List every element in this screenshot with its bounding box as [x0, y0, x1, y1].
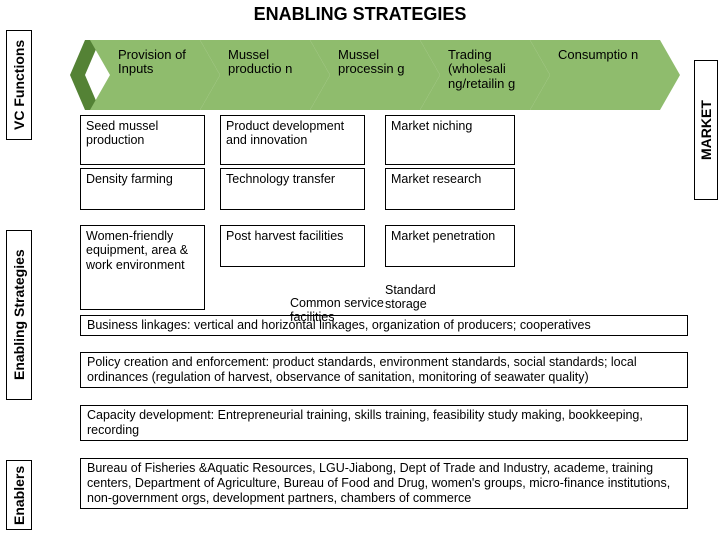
grid-cell: Seed mussel production [80, 115, 205, 165]
grid-row: Women-friendly equipment, area & work en… [80, 225, 640, 295]
grid-cell: Product development and innovation [220, 115, 365, 165]
grid-row: Density farming Technology transfer Mark… [80, 168, 640, 210]
capacity-block: Capacity development: Entrepreneurial tr… [80, 405, 688, 441]
grid-cell: Market penetration [385, 225, 515, 267]
overlay-common-service: Common service facilities [290, 296, 390, 325]
enabling-strategies-label: Enabling Strategies [6, 230, 32, 400]
grid-cell: Market niching [385, 115, 515, 165]
chevron-row: Provision of Inputs Mussel productio n M… [70, 40, 710, 110]
enablers-label: Enablers [6, 460, 32, 530]
chevron-3-label: Mussel processin g [338, 48, 418, 77]
chevron-2-label: Mussel productio n [228, 48, 308, 77]
grid-cell: Market research [385, 168, 515, 210]
grid-cell: Technology transfer [220, 168, 365, 210]
chevron-5-label: Consumptio n [558, 48, 653, 62]
grid-row: Seed mussel production Product developme… [80, 115, 640, 165]
vc-functions-label: VC Functions [6, 30, 32, 140]
enablers-block: Bureau of Fisheries &Aquatic Resources, … [80, 458, 688, 509]
grid-cell: Women-friendly equipment, area & work en… [80, 225, 205, 310]
chevron-4-label: Trading (wholesali ng/retailin g [448, 48, 528, 91]
strategy-grid: Seed mussel production Product developme… [80, 115, 640, 295]
policy-block: Policy creation and enforcement: product… [80, 352, 688, 388]
grid-cell: Density farming [80, 168, 205, 210]
chevron-1-label: Provision of Inputs [118, 48, 198, 77]
overlay-standard-storage: Standard storage [385, 283, 465, 312]
grid-cell: Post harvest facilities [220, 225, 365, 267]
page-title: ENABLING STRATEGIES [0, 0, 720, 29]
